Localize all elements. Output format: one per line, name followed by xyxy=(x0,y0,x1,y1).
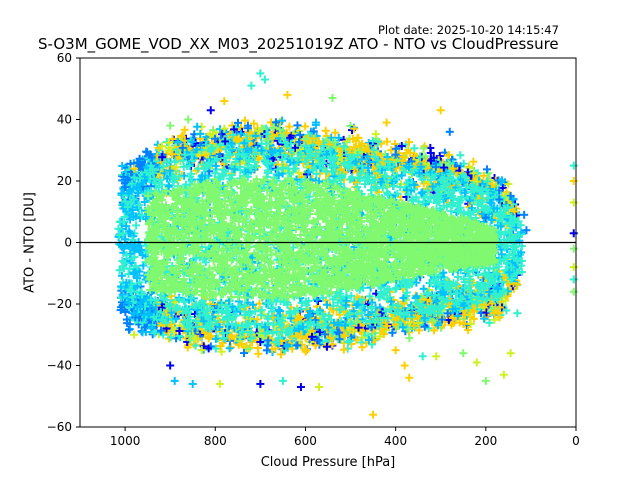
data-point xyxy=(490,315,499,324)
scatter-points xyxy=(114,69,578,419)
data-point xyxy=(358,343,367,352)
data-point xyxy=(254,349,263,358)
data-point xyxy=(249,119,258,128)
data-point xyxy=(164,334,173,343)
data-point xyxy=(469,157,478,166)
data-point xyxy=(456,151,465,160)
data-point xyxy=(410,144,419,153)
data-point xyxy=(371,130,380,139)
data-point xyxy=(225,344,234,353)
data-point xyxy=(132,221,141,230)
data-point xyxy=(479,171,488,180)
data-point xyxy=(405,334,414,343)
data-point xyxy=(301,122,310,131)
data-point xyxy=(406,148,415,157)
data-point xyxy=(321,126,330,135)
